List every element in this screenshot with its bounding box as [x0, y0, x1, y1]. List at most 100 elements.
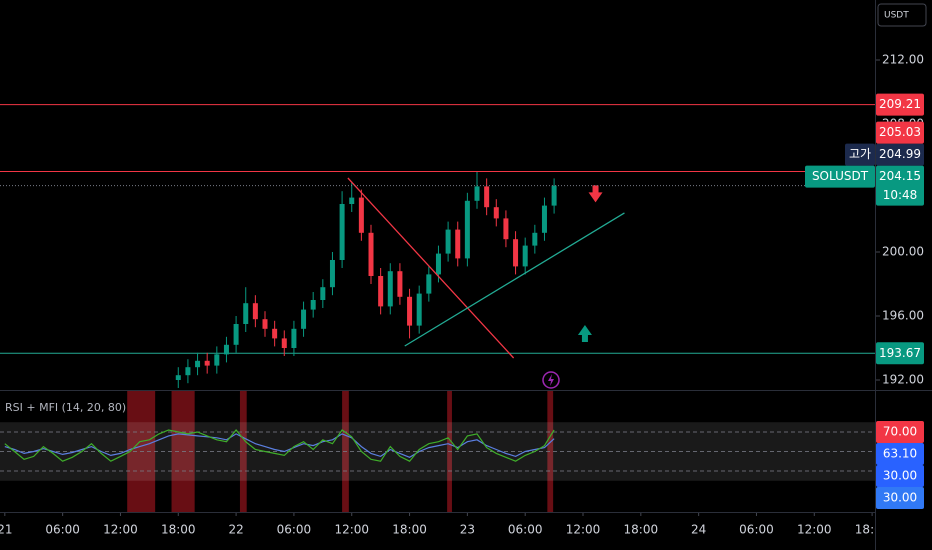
x-tick-label: 06:00: [739, 523, 774, 537]
price-axis: 212.00208.00200.00196.00192.0070.0050.00…: [805, 53, 924, 509]
candle-body: [252, 303, 258, 320]
candle-body: [503, 218, 509, 240]
candle-body: [513, 239, 519, 267]
currency-label: USDT: [884, 11, 909, 21]
x-tick-label: 18:00: [161, 523, 196, 537]
candle-body: [474, 186, 480, 201]
signal-arrow: [588, 185, 603, 203]
badge-tag-label: 고가: [849, 147, 871, 161]
price-badge: [876, 442, 924, 465]
candle-body: [522, 245, 528, 267]
badge-tag: [805, 165, 875, 188]
price-badge-label: 204.99: [879, 147, 921, 161]
x-tick-label: 12:00: [797, 523, 832, 537]
candle-body: [310, 300, 316, 310]
price-badge: [876, 342, 924, 365]
candle-body: [397, 271, 403, 297]
x-tick-label: 22: [228, 523, 243, 537]
x-tick-label: 18:00: [855, 523, 890, 537]
candle-body: [532, 232, 538, 246]
price-badge-label: 63.10: [883, 446, 917, 460]
price-badge: [876, 143, 924, 166]
candle-body: [204, 360, 210, 366]
candle-body: [358, 197, 364, 233]
x-tick-label: 24: [691, 523, 706, 537]
badge-tag: [845, 143, 875, 166]
event-icon[interactable]: [542, 371, 560, 389]
candle-body: [329, 260, 335, 288]
x-tick-label: 12:00: [334, 523, 369, 537]
candle-body: [368, 232, 374, 276]
candle-body: [378, 276, 384, 307]
candle-body: [551, 185, 557, 206]
candle-body: [339, 204, 345, 260]
price-badge: [876, 464, 924, 487]
x-tick-label: 18:00: [624, 523, 659, 537]
candle-body: [195, 360, 201, 368]
indicator-line: [4, 429, 555, 462]
price-badge-label: 30.00: [883, 468, 917, 482]
event-bolt: [548, 374, 554, 386]
candle-body: [320, 287, 326, 300]
signal-arrow: [577, 324, 592, 342]
x-tick-label: 12:00: [103, 523, 138, 537]
price-badge-label: 209.21: [879, 97, 921, 111]
price-badge: [876, 486, 924, 509]
signal-zone: [547, 390, 554, 512]
x-tick-label: 12:00: [566, 523, 601, 537]
candle-body: [445, 229, 451, 254]
candle-body: [281, 338, 287, 348]
trend-line: [347, 177, 515, 359]
y-tick-label: 196.00: [882, 309, 924, 323]
x-tick-label: 18:00: [392, 523, 427, 537]
candle-body: [272, 328, 278, 339]
candle-body: [291, 328, 297, 348]
candle-body: [493, 207, 499, 219]
candle-body: [387, 271, 393, 307]
candle-body: [426, 274, 432, 294]
candle-body: [233, 324, 239, 345]
price-badge-label: 205.03: [879, 125, 921, 139]
candle-body: [435, 253, 441, 275]
candle-body: [464, 200, 470, 259]
x-tick-label: 23: [460, 523, 475, 537]
x-tick-label: 06:00: [508, 523, 543, 537]
candle-body: [455, 229, 461, 259]
signal-zone: [239, 390, 247, 512]
candle-body: [541, 205, 547, 233]
candle-body: [301, 309, 307, 329]
candle-body: [262, 319, 268, 329]
y-tick-label: 192.00: [882, 373, 924, 387]
price-badge: [876, 93, 924, 116]
candle-body: [416, 293, 422, 326]
price-badge: [876, 165, 924, 206]
trend-line: [404, 212, 625, 347]
price-badge-label: 193.67: [879, 346, 921, 360]
candle-body: [223, 344, 229, 355]
candle-body: [175, 375, 181, 380]
time-axis: 21 06:00 12:00 18:00 22 06:00 12:00 18:00 23 06:0…: [0, 512, 890, 537]
price-badge: [876, 121, 924, 144]
indicator-title: RSI + MFI (14, 20, 80): [5, 401, 126, 414]
countdown: 10:48: [883, 188, 918, 202]
candle-body: [484, 186, 490, 208]
indicator-pane: [0, 390, 875, 512]
candle-body: [349, 197, 355, 204]
price-badge-label: 30.00: [883, 490, 917, 504]
currency-button[interactable]: [877, 3, 927, 27]
y-tick-label: 200.00: [882, 245, 924, 259]
y-tick-label: 212.00: [882, 53, 924, 67]
price-badge: [876, 420, 924, 443]
candle-body: [214, 354, 220, 366]
badge-tag-label: SOLUSDT: [812, 169, 869, 183]
candle-body: [243, 303, 249, 324]
x-tick-label: 06:00: [45, 523, 80, 537]
x-tick-label: 06:00: [277, 523, 312, 537]
candle-body: [407, 296, 413, 326]
price-pane: [0, 104, 875, 388]
x-tick-label: 21: [0, 523, 12, 537]
price-badge-label: 204.15: [879, 169, 921, 183]
